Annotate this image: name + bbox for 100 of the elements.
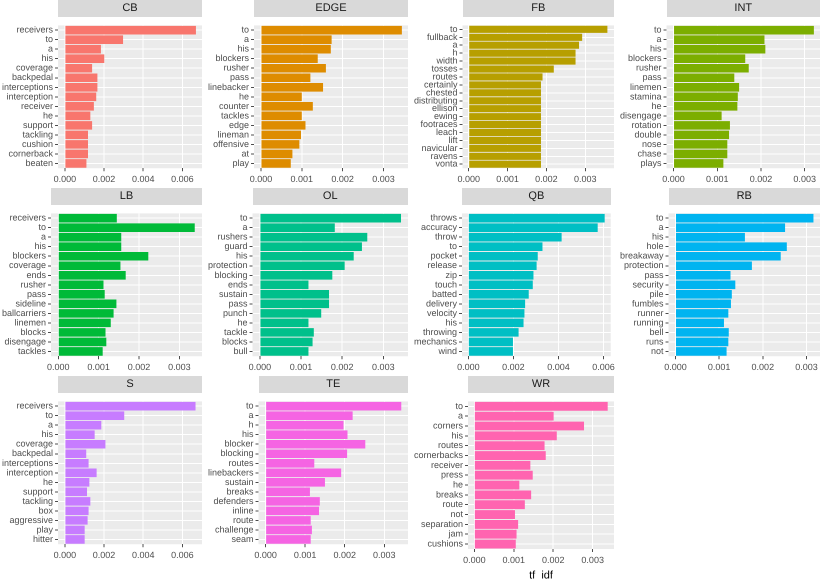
y-tick-label: breaks [226,486,254,496]
y-tick-label: a [458,410,464,421]
y-tick-label: blocking [220,448,254,458]
x-tick-label: 0.006 [592,362,615,372]
x-tick-label: 0.006 [171,174,194,184]
y-tick-label: inline [232,505,254,516]
y-tick-label: pass [642,72,662,82]
chart-title: WR [468,376,614,393]
y-tick-label: his [650,44,662,54]
x-tick-label: 0.002 [750,174,772,184]
y-tick-label: offensive [213,138,250,149]
y-tick-label: his [242,429,254,440]
y-tick-label: coverage [8,260,46,270]
y-tick-label: to [240,212,248,223]
y-tick-label: touch [434,279,458,290]
x-tick-label: 0.000 [662,174,685,184]
y-tick-label: to [46,34,54,44]
y-tick-label: his [34,241,46,252]
y-tick-label: wind [438,346,458,356]
x-tick-label: 0.001 [706,174,729,184]
y-tick-label: his [446,317,458,328]
y-tick-label: pocket [430,250,458,261]
y-tick-label: h [248,420,254,430]
x-tick-label: 0.001 [708,362,730,372]
y-tick-label: not [651,346,664,356]
x-tick-label: 0.006 [171,550,194,560]
y-tick-label: nose [642,138,662,149]
chart-title: S [58,376,202,393]
y-tick-label: challenge [214,524,254,534]
y-tick-label: blocking [214,270,248,280]
y-tick-label: double [634,129,662,140]
y-tick-label: his [452,430,464,440]
y-tick-label: chase [638,148,662,158]
x-tick-label: 0.002 [752,362,774,372]
y-tick-label: he [453,480,464,490]
y-tick-label: mechanics [414,336,458,346]
y-tick-label: a [40,232,46,242]
y-tick-label: certainly [424,79,458,90]
y-tick-label: running [633,317,664,328]
y-tick-label: pile [650,288,664,299]
chart-title: QB [462,188,611,205]
x-tick-label: 0.000 [457,174,480,184]
x-tick-label: 0.001 [290,174,314,184]
y-tick-label: to [46,410,54,420]
y-tick-label: edge [228,120,250,130]
y-tick-label: backpedal [12,448,54,458]
y-tick-label: interception [6,91,54,102]
y-tick-label: route [442,499,464,510]
x-tick-label: 0.003 [372,174,395,184]
x-tick-label: 0.002 [535,174,558,184]
y-tick-label: breaks [436,489,464,500]
y-tick-label: a [248,410,254,420]
y-tick-label: defenders [213,496,254,506]
y-tick-label: tackle [224,326,248,337]
y-tick-label: counter [218,100,250,111]
y-tick-label: receiver [21,100,54,111]
chart-title: EDGE [254,0,408,17]
x-tick-label: 0.000 [457,362,480,372]
y-tick-label: protection [208,260,248,270]
y-tick-label: a [48,420,54,430]
y-tick-label: throwing [422,326,458,337]
y-tick-label: blocks [20,326,47,337]
y-tick-label: coverage [16,62,54,73]
chart-title: TE [258,376,408,393]
y-tick-label: play [232,158,250,168]
x-tick-label: 0.003 [795,362,818,372]
y-tick-label: plays [640,158,662,168]
y-tick-label: a [656,34,662,44]
x-tick-label: 0.002 [502,362,525,372]
y-tick-label: blockers [12,250,47,261]
y-tick-label: separation [420,518,464,529]
y-tick-label: interceptions [2,458,54,468]
y-tick-label: disengage [620,110,662,120]
y-tick-label: width [436,56,458,66]
y-tick-label: accuracy [421,222,458,232]
y-tick-label: batted [432,288,458,299]
y-tick-label: he [43,110,54,120]
x-tick-label: 0.001 [502,554,526,565]
y-tick-label: aggressive [10,514,54,525]
y-tick-label: press [441,470,464,480]
x-tick-label: 0.002 [330,362,354,372]
y-tick-label: his [238,44,250,54]
y-tick-label: rusher [20,279,46,290]
y-tick-label: tackles [221,110,250,120]
y-tick-label: zip [446,270,458,280]
y-tick-label: his [42,429,54,440]
y-tick-label: blocks [222,336,248,346]
y-tick-label: h [452,48,458,58]
x-tick-label: 0.002 [331,174,354,184]
y-tick-label: route [233,514,254,525]
y-tick-label: throw [435,232,458,242]
chart-title: CB [58,0,202,17]
y-tick-label: rusher [636,62,662,73]
x-tick-label: 0.002 [92,174,116,184]
x-tick-label: 0.001 [496,174,519,184]
y-tick-label: his [652,232,664,242]
x-tick-label: 0.003 [168,362,191,372]
x-tick-label: 0.002 [542,554,565,565]
y-tick-label: support [23,486,54,496]
x-tick-label: 0.000 [54,174,76,184]
